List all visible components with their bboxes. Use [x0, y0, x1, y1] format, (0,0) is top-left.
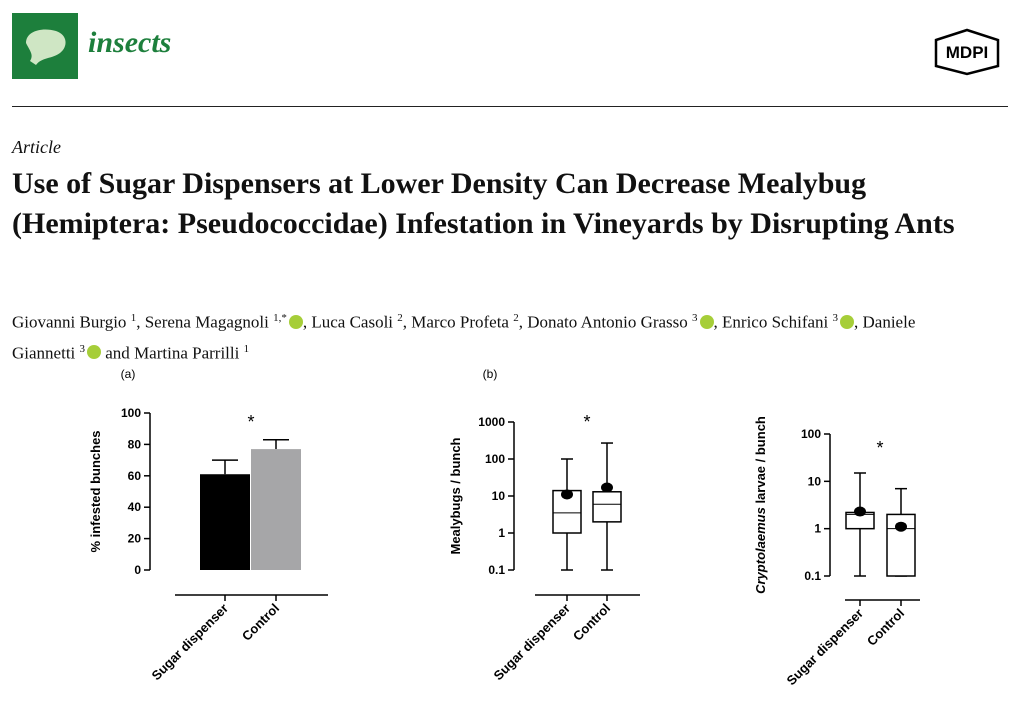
- author-name: Enrico Schifani: [722, 312, 829, 332]
- author-name: Serena Magagnoli: [144, 312, 269, 332]
- y-axis-label: % infested bunches: [88, 430, 103, 552]
- journal-logo: [12, 13, 78, 79]
- affiliation: 3: [79, 342, 86, 355]
- box: [552, 489, 582, 534]
- x-tick-label: Sugar dispenser: [148, 601, 231, 684]
- author-name: Marco Profeta: [411, 312, 509, 332]
- y-tick-label: 20: [128, 532, 142, 546]
- author-name: Giovanni Burgio: [12, 312, 127, 332]
- article-title: Use of Sugar Dispensers at Lower Density…: [12, 167, 955, 240]
- y-axis-label-part: % infested bunches: [88, 430, 103, 552]
- y-tick-label: 10: [492, 489, 506, 503]
- x-tick-label: Sugar dispenser: [490, 601, 573, 684]
- affiliation: 1: [243, 342, 250, 355]
- mean-dot: [561, 489, 573, 500]
- bar: [251, 449, 301, 570]
- author-name: Martina Parrilli: [134, 343, 240, 363]
- separator: ,: [713, 312, 718, 332]
- author-name: Daniele Giannetti: [12, 312, 916, 363]
- y-tick-label: 100: [121, 406, 141, 420]
- y-axis-label: Mealybugs / bunch: [448, 437, 463, 554]
- y-tick-label: 100: [485, 452, 505, 466]
- x-tick-label: Control: [239, 601, 282, 644]
- affiliation: 1: [130, 312, 137, 324]
- y-tick-label: 10: [808, 474, 822, 488]
- separator: ,: [136, 312, 141, 332]
- header-rule: [12, 106, 1008, 107]
- y-tick-label: 1: [814, 522, 821, 536]
- logo-icon: [26, 29, 66, 65]
- affiliation: 3: [692, 312, 698, 324]
- publisher-logo: MDPI: [934, 28, 1000, 76]
- mean-dot: [895, 521, 907, 532]
- x-tick-label: Control: [864, 606, 907, 649]
- affiliation: 2: [513, 312, 519, 324]
- box: [592, 491, 622, 523]
- significance-mark: *: [876, 438, 883, 458]
- bar: [200, 474, 250, 570]
- publisher-name: MDPI: [946, 43, 989, 62]
- separator: ,: [402, 312, 408, 332]
- separator: ,: [518, 312, 523, 332]
- y-axis-label-part: Mealybugs / bunch: [448, 437, 463, 554]
- significance-mark: *: [247, 412, 254, 432]
- orcid-icon: [840, 314, 854, 329]
- y-tick-label: 40: [128, 500, 142, 514]
- separator: ,: [302, 312, 308, 332]
- y-tick-label: 1: [498, 526, 505, 540]
- separator: ,: [854, 312, 859, 332]
- affiliation: 2: [397, 312, 403, 324]
- mean-dot: [854, 506, 866, 517]
- panel-label: (a): [121, 367, 136, 381]
- y-axis-label: Cryptolaemus larvae / bunch: [753, 416, 768, 594]
- separator: and: [105, 343, 130, 363]
- significance-mark: *: [583, 412, 590, 432]
- journal-name: insects: [88, 26, 172, 59]
- orcid-icon: [699, 314, 714, 329]
- author-list: Giovanni Burgio 1, Serena Magagnoli 1,*,…: [12, 305, 972, 366]
- x-tick-label: Sugar dispenser: [783, 606, 866, 689]
- affiliation: 1,*: [273, 312, 287, 324]
- y-tick-label: 0: [134, 563, 141, 577]
- y-tick-label: 0.1: [804, 569, 821, 583]
- orcid-icon: [288, 314, 303, 329]
- panel-label: (b): [483, 367, 498, 381]
- y-tick-label: 0.1: [488, 563, 505, 577]
- y-tick-label: 1000: [478, 415, 505, 429]
- figure: (a) 0 20 40 60 80 100 % infested bunches Sugar d…: [88, 367, 920, 689]
- affiliation: 3: [832, 312, 839, 324]
- mean-dot: [601, 482, 613, 493]
- y-axis-label-part: Cryptolaemus: [753, 507, 768, 594]
- orcid-icon: [87, 345, 102, 360]
- y-axis-label-part: larvae / bunch: [753, 416, 768, 507]
- y-tick-label: 80: [128, 437, 142, 451]
- x-tick-label: Control: [570, 601, 613, 644]
- author-name: Luca Casoli: [311, 312, 394, 332]
- y-tick-label: 100: [801, 427, 821, 441]
- article-type: Article: [12, 137, 61, 157]
- y-tick-label: 60: [128, 469, 142, 483]
- author-name: Donato Antonio Grasso: [527, 312, 688, 332]
